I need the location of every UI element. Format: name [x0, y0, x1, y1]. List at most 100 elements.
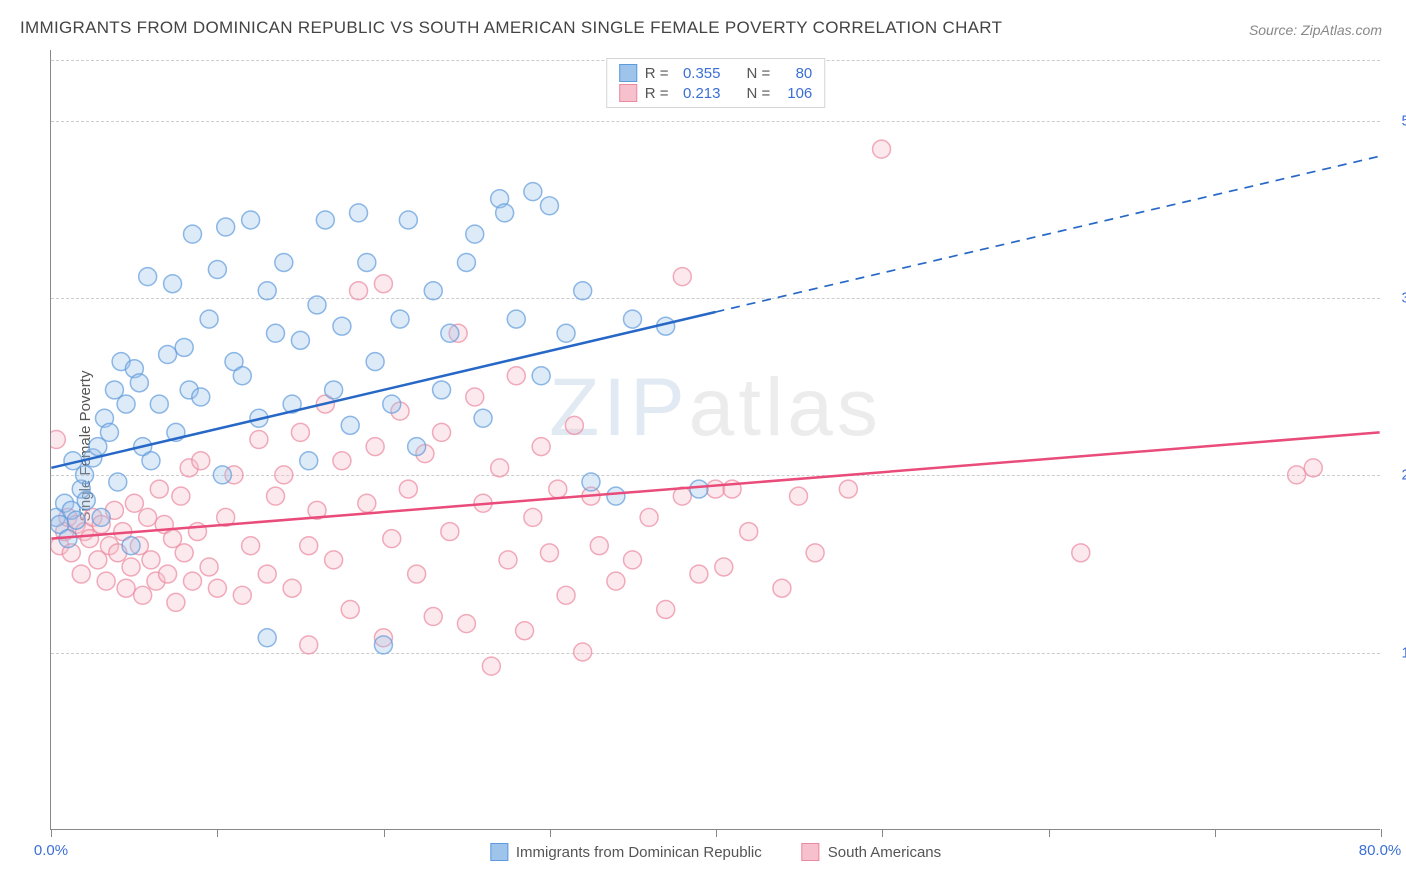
scatter-point	[524, 183, 542, 201]
scatter-point	[142, 551, 160, 569]
scatter-point	[250, 431, 268, 449]
legend-stats-row-1: R = 0.355 N = 80	[619, 63, 813, 83]
legend-series: Immigrants from Dominican Republic South…	[490, 843, 941, 861]
scatter-point	[790, 487, 808, 505]
scatter-point	[122, 558, 140, 576]
swatch-icon	[802, 843, 820, 861]
n-value-1: 80	[778, 65, 812, 82]
scatter-point	[164, 275, 182, 293]
scatter-point	[192, 452, 210, 470]
scatter-point	[383, 395, 401, 413]
x-tick	[550, 829, 551, 837]
scatter-point	[208, 579, 226, 597]
scatter-point	[1072, 544, 1090, 562]
plot-area: ZIPatlas 12.5%25.0%37.5%50.0% 0.0% 80.0%…	[50, 50, 1380, 830]
scatter-point	[457, 253, 475, 271]
scatter-point	[806, 544, 824, 562]
scatter-point	[208, 261, 226, 279]
scatter-point	[217, 218, 235, 236]
scatter-point	[466, 225, 484, 243]
scatter-point	[557, 586, 575, 604]
scatter-point	[300, 452, 318, 470]
scatter-point	[333, 452, 351, 470]
scatter-point	[690, 480, 708, 498]
scatter-point	[358, 253, 376, 271]
source-name: ZipAtlas.com	[1301, 22, 1382, 38]
series-2-label: South Americans	[828, 844, 941, 861]
scatter-point	[499, 551, 517, 569]
scatter-point	[496, 204, 514, 222]
scatter-point	[316, 211, 334, 229]
scatter-point	[67, 511, 85, 529]
scatter-point	[233, 586, 251, 604]
scatter-point	[139, 508, 157, 526]
scatter-point	[1288, 466, 1306, 484]
scatter-point	[291, 331, 309, 349]
scatter-point	[333, 317, 351, 335]
scatter-point	[574, 282, 592, 300]
scatter-point	[183, 225, 201, 243]
scatter-point	[673, 268, 691, 286]
scatter-point	[715, 558, 733, 576]
scatter-point	[607, 487, 625, 505]
scatter-point	[341, 416, 359, 434]
r-value-2: 0.213	[677, 85, 721, 102]
x-tick	[882, 829, 883, 837]
scatter-point	[175, 544, 193, 562]
scatter-point	[424, 282, 442, 300]
scatter-point	[275, 253, 293, 271]
x-tick	[217, 829, 218, 837]
scatter-point	[77, 491, 95, 509]
scatter-point	[258, 282, 276, 300]
scatter-point	[117, 395, 135, 413]
x-tick	[716, 829, 717, 837]
scatter-point	[532, 367, 550, 385]
scatter-point	[242, 211, 260, 229]
n-label: N =	[747, 65, 771, 82]
scatter-point	[391, 310, 409, 328]
scatter-point	[549, 480, 567, 498]
y-tick-label: 12.5%	[1388, 644, 1406, 661]
x-axis-end-label: 80.0%	[1359, 842, 1402, 859]
scatter-point	[192, 388, 210, 406]
trend-line	[51, 432, 1379, 538]
scatter-point	[175, 338, 193, 356]
scatter-point	[582, 473, 600, 491]
scatter-point	[150, 480, 168, 498]
scatter-point	[408, 565, 426, 583]
scatter-point	[532, 438, 550, 456]
scatter-point	[873, 140, 891, 158]
scatter-point	[607, 572, 625, 590]
x-axis-start-label: 0.0%	[34, 842, 68, 859]
scatter-point	[590, 537, 608, 555]
scatter-point	[122, 537, 140, 555]
chart-container: IMMIGRANTS FROM DOMINICAN REPUBLIC VS SO…	[0, 0, 1406, 892]
scatter-point	[200, 310, 218, 328]
y-tick-label: 25.0%	[1388, 467, 1406, 484]
scatter-point	[408, 438, 426, 456]
scatter-point	[100, 423, 118, 441]
scatter-point	[200, 558, 218, 576]
scatter-point	[213, 466, 231, 484]
scatter-point	[76, 466, 94, 484]
scatter-point	[134, 586, 152, 604]
scatter-point	[457, 615, 475, 633]
scatter-point	[574, 643, 592, 661]
x-tick	[1215, 829, 1216, 837]
scatter-point	[325, 551, 343, 569]
r-value-1: 0.355	[677, 65, 721, 82]
x-tick	[1049, 829, 1050, 837]
scatter-point	[283, 579, 301, 597]
scatter-point	[267, 487, 285, 505]
y-tick-label: 37.5%	[1388, 290, 1406, 307]
scatter-point	[233, 367, 251, 385]
scatter-point	[358, 494, 376, 512]
x-tick	[384, 829, 385, 837]
scatter-point	[366, 353, 384, 371]
scatter-point	[540, 544, 558, 562]
scatter-point	[159, 346, 177, 364]
scatter-point	[150, 395, 168, 413]
scatter-point	[92, 508, 110, 526]
scatter-point	[474, 409, 492, 427]
scatter-point	[341, 600, 359, 618]
